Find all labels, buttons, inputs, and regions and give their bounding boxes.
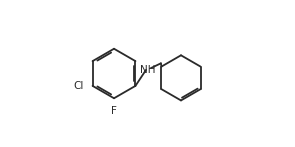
Text: NH: NH <box>140 65 156 75</box>
Text: F: F <box>112 106 117 116</box>
Text: Cl: Cl <box>73 81 83 91</box>
